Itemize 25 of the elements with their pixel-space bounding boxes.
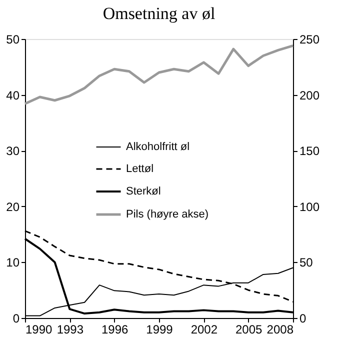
- y2-tick-label: 250: [300, 32, 320, 46]
- y-tick-label: 10: [6, 256, 20, 270]
- y-tick-label: 20: [6, 200, 20, 214]
- y-tick-label: 0: [12, 312, 20, 326]
- x-tick-label: 1993: [56, 322, 84, 336]
- y2-tick-label: 150: [300, 144, 320, 158]
- x-tick-label: 2005: [235, 322, 263, 336]
- y2-tick-label: 50: [300, 256, 314, 270]
- y2-tick-label: 200: [300, 88, 320, 102]
- legend-label: Alkoholfritt øl: [126, 141, 190, 153]
- x-tick-label: 1999: [146, 322, 174, 336]
- x-tick-label: 1996: [101, 322, 129, 336]
- y-tick-label: 50: [6, 32, 20, 46]
- legend-label: Pils (høyre akse): [126, 208, 209, 220]
- x-tick-label: 2002: [190, 322, 218, 336]
- y2-tick-label: 100: [300, 200, 320, 214]
- legend-label: Sterkøl: [126, 186, 161, 198]
- chart-title: Omsetning av øl: [102, 4, 216, 23]
- line-series: [24, 44, 294, 105]
- x-tick-label: 2008: [266, 322, 294, 336]
- legend-label: Lettøl: [126, 163, 154, 175]
- y-tick-label: 40: [6, 88, 20, 102]
- x-tick-label: 1990: [26, 322, 53, 336]
- y2-tick-label: 0: [300, 312, 306, 326]
- y-tick-label: 30: [6, 144, 20, 158]
